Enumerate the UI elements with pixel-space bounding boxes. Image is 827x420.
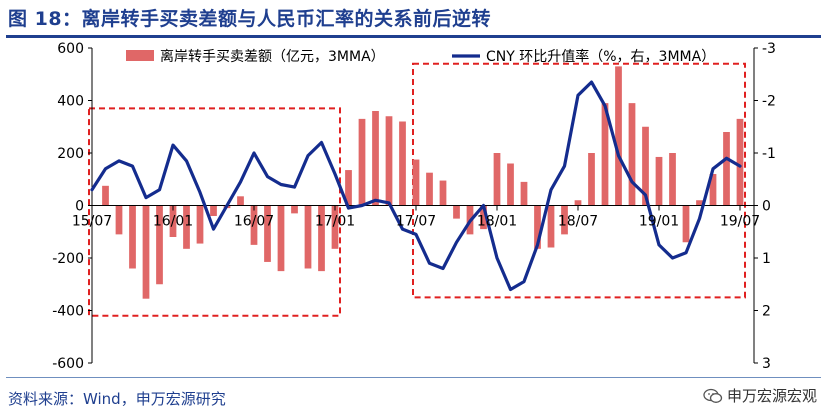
x-tick-label: 15/07 bbox=[72, 214, 112, 230]
bar-18/05 bbox=[547, 205, 555, 248]
legend-line-label: CNY 环比升值率（%，右，3MMA） bbox=[486, 48, 715, 65]
bar-17/03 bbox=[358, 118, 366, 206]
x-tick-label: 18/01 bbox=[477, 214, 517, 230]
source-note: 资料来源：Wind，申万宏源研究 bbox=[8, 390, 226, 408]
legend: 离岸转手买卖差额（亿元，3MMA） CNY 环比升值率（%，右，3MMA） bbox=[126, 48, 715, 65]
brand-name: 申万宏源宏观 bbox=[726, 387, 817, 405]
bar-16/03 bbox=[196, 205, 204, 244]
x-tick-label: 17/07 bbox=[396, 214, 436, 230]
right-tick-label: 3 bbox=[762, 356, 771, 372]
bar-17/05 bbox=[385, 116, 393, 206]
bar-16/10 bbox=[291, 205, 298, 214]
x-tick-label: 17/01 bbox=[315, 214, 355, 230]
right-tick-label: 0 bbox=[762, 199, 771, 215]
bar-19/05 bbox=[709, 174, 717, 206]
cny-appreciation-line bbox=[90, 80, 742, 292]
bar-17/06 bbox=[399, 121, 406, 206]
bar-16/08 bbox=[264, 205, 271, 262]
bar-19/04 bbox=[696, 200, 703, 206]
bar-18/07 bbox=[574, 200, 582, 206]
bar-18/08 bbox=[588, 153, 595, 206]
figure-title: 图 18：离岸转手买卖差额与人民币汇率的关系前后逆转 bbox=[8, 8, 492, 30]
bar-18/02 bbox=[507, 163, 514, 206]
x-tick-label: 19/07 bbox=[720, 214, 760, 230]
bar-16/09 bbox=[277, 205, 285, 272]
bar-16/02 bbox=[183, 205, 190, 249]
bar-17/02 bbox=[345, 170, 352, 206]
tick-labels: 600 400 200 0 -200 -400 -600 -3 -2 -1 0 1 2 3 15/07 16/… bbox=[52, 41, 776, 372]
bar-16/07 bbox=[250, 205, 258, 245]
x-tick-label: 19/01 bbox=[639, 214, 679, 230]
bar-16/01 bbox=[169, 205, 177, 237]
bar-16/06 bbox=[237, 196, 244, 206]
bar-15/08 bbox=[102, 185, 109, 206]
bar-18/06 bbox=[561, 205, 568, 235]
chart: 600 400 200 0 -200 -400 -600 -3 -2 -1 0 1 2 3 15/07 16/… bbox=[52, 41, 776, 372]
bar-17/09 bbox=[439, 180, 447, 206]
bar-19/01 bbox=[655, 156, 663, 206]
bar-16/11 bbox=[304, 205, 312, 269]
left-tick-label: 0 bbox=[75, 199, 84, 215]
bar-18/10 bbox=[615, 66, 622, 206]
right-tick-label: -3 bbox=[762, 41, 776, 57]
brand-watermark: 申万宏源宏观 bbox=[703, 385, 817, 406]
right-tick-label: 2 bbox=[762, 304, 771, 320]
legend-bar-label: 离岸转手买卖差额（亿元，3MMA） bbox=[160, 48, 385, 65]
x-tick-label: 16/01 bbox=[153, 214, 193, 230]
left-tick-label: 600 bbox=[57, 41, 84, 57]
left-tick-label: -200 bbox=[52, 251, 84, 267]
bar-16/12 bbox=[318, 205, 325, 272]
bar-17/04 bbox=[372, 111, 379, 206]
x-tick-label: 18/07 bbox=[558, 214, 598, 230]
bar-15/10 bbox=[129, 205, 136, 269]
bar-17/08 bbox=[426, 172, 433, 206]
bar-16/04 bbox=[210, 205, 217, 216]
bar-15/11 bbox=[142, 205, 150, 299]
bar-15/12 bbox=[156, 205, 163, 285]
bar-17/07 bbox=[412, 159, 420, 206]
bar-19/03 bbox=[682, 205, 690, 243]
bar-18/12 bbox=[642, 126, 649, 206]
bar-19/06 bbox=[723, 132, 730, 206]
legend-bar-swatch bbox=[126, 50, 154, 61]
bar-18/03 bbox=[520, 181, 528, 206]
highlight-box-2 bbox=[412, 62, 746, 299]
highlight-box-1 bbox=[88, 107, 341, 317]
line-series bbox=[90, 80, 742, 292]
bar-19/07 bbox=[736, 118, 744, 206]
x-tick-label: 16/07 bbox=[234, 214, 274, 230]
right-tick-label: 1 bbox=[762, 251, 771, 267]
bar-18/09 bbox=[601, 103, 609, 206]
bar-15/09 bbox=[115, 205, 123, 235]
left-tick-label: 400 bbox=[57, 94, 84, 110]
bar-17/12 bbox=[480, 205, 487, 230]
right-tick-label: -2 bbox=[762, 94, 776, 110]
footer-divider bbox=[6, 377, 821, 378]
bar-series bbox=[102, 66, 744, 299]
right-tick-label: -1 bbox=[762, 146, 776, 162]
bar-17/01 bbox=[331, 205, 339, 249]
wechat-icon bbox=[703, 388, 723, 403]
left-tick-label: 200 bbox=[57, 146, 84, 162]
bar-18/04 bbox=[534, 205, 541, 249]
bar-17/10 bbox=[453, 205, 460, 219]
bar-18/01 bbox=[493, 153, 501, 206]
bar-19/02 bbox=[669, 153, 676, 206]
bar-18/11 bbox=[628, 103, 636, 206]
left-tick-label: -600 bbox=[52, 356, 84, 372]
axes bbox=[88, 47, 758, 364]
left-tick-label: -400 bbox=[52, 304, 84, 320]
title-divider bbox=[6, 35, 821, 38]
